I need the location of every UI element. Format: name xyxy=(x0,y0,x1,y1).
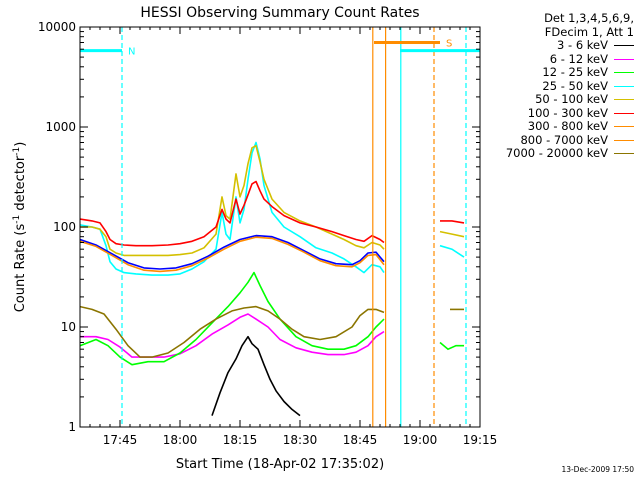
legend-entry-label: 300 - 800 keV xyxy=(527,119,608,133)
post-gap-line-50-100-kev xyxy=(439,230,465,238)
y-axis-label-sup2: -1 xyxy=(12,147,22,156)
flag-label-s: S xyxy=(446,38,452,49)
series-line-12-25-kev xyxy=(80,271,385,366)
x-tick-label-18-00: 18:00 xyxy=(163,433,198,447)
legend-entry-label: 100 - 300 keV xyxy=(527,105,608,120)
series-line-300-800-kev xyxy=(80,234,385,270)
legend-entry-12-25-kev: 12 - 25 keV xyxy=(484,65,634,80)
y-tick-label-10000: 10000 xyxy=(38,20,76,34)
legend-swatch xyxy=(614,45,634,47)
legend-entry-label: 6 - 12 keV xyxy=(549,51,608,66)
legend-entry-7000-20000-kev: 7000 - 20000 keV xyxy=(484,146,634,161)
x-tick-label-19-00: 19:00 xyxy=(403,433,438,447)
y-tick-label-1: 1 xyxy=(68,420,76,434)
y-axis-label-prefix: Count Rate (s xyxy=(13,224,28,313)
y-axis-label-mid: detector xyxy=(13,155,28,215)
y-tick-label-100: 100 xyxy=(53,220,76,234)
y-axis-label-suffix: ) xyxy=(13,142,28,147)
x-tick-label-18-30: 18:30 xyxy=(283,433,318,447)
legend-swatch xyxy=(614,85,634,87)
legend-entry-label: 25 - 50 keV xyxy=(542,78,608,93)
series-line-7000-20000-kev xyxy=(80,305,385,358)
post-gap-line-100-300-kev xyxy=(440,220,465,224)
legend-entry-300-800-kev: 300 - 800 keV xyxy=(484,119,634,134)
legend-entry-50-100-kev: 50 - 100 keV xyxy=(484,92,634,107)
flag-label-n: N xyxy=(128,47,135,58)
legend-entry-label: 800 - 7000 keV xyxy=(520,132,608,147)
x-tick-label-17-45: 17:45 xyxy=(103,433,138,447)
legend-swatch xyxy=(614,99,634,101)
y-tick-label-10: 10 xyxy=(61,320,76,334)
legend-entry-label: 12 - 25 keV xyxy=(542,65,608,79)
legend-entry-100-300-kev: 100 - 300 keV xyxy=(484,105,634,121)
x-tick-label-18-15: 18:15 xyxy=(223,433,258,447)
legend-entry-label: 50 - 100 keV xyxy=(535,92,608,106)
plot-area: NS xyxy=(80,27,480,427)
y-axis: 1 10 100 1000 10000 xyxy=(38,20,480,434)
series-line-100-300-kev xyxy=(80,180,385,247)
legend-entry-800-7000-kev: 800 - 7000 keV xyxy=(484,132,634,148)
legend-swatch xyxy=(614,153,634,155)
y-axis-label-sup1: -1 xyxy=(12,215,22,224)
series-line-6-12-kev xyxy=(80,313,385,358)
legend-swatch xyxy=(614,126,634,128)
chart-title: HESSI Observing Summary Count Rates xyxy=(140,5,419,21)
series-line-3-6-kev xyxy=(211,335,301,417)
post-gap-line-12-25-kev xyxy=(439,341,464,351)
y-tick-label-1000: 1000 xyxy=(45,120,76,134)
x-axis-label: Start Time (18-Apr-02 17:35:02) xyxy=(176,457,384,472)
x-tick-label-18-45: 18:45 xyxy=(343,433,378,447)
legend-entry-label: 7000 - 20000 keV xyxy=(505,146,608,160)
footer-date: 13-Dec-2009 17:50 xyxy=(561,465,634,474)
legend-header-line-2: FDecim 1, Att 1 xyxy=(544,24,634,39)
legend-entry-label: 3 - 6 keV xyxy=(557,38,608,52)
legend-entries: 3 - 6 keV 6 - 12 keV 12 - 25 keV 25 - 50 ke… xyxy=(484,38,634,161)
plot-frame xyxy=(79,26,481,428)
legend-entry-25-50-kev: 25 - 50 keV xyxy=(484,78,634,94)
legend-swatch xyxy=(614,112,634,114)
series-line-800-7000-kev xyxy=(80,236,385,273)
legend: Det 1,3,4,5,6,9, FDecim 1, Att 1 3 - 6 k… xyxy=(484,11,634,161)
post-gap-line-25-50-kev xyxy=(439,244,465,258)
x-tick-label-19-15: 19:15 xyxy=(463,433,498,447)
legend-entry-6-12-kev: 6 - 12 keV xyxy=(484,51,634,67)
legend-swatch xyxy=(614,72,634,74)
legend-entry-3-6-kev: 3 - 6 keV xyxy=(484,38,634,53)
legend-swatch xyxy=(614,58,634,60)
legend-swatch xyxy=(614,139,634,141)
legend-header-line-1: Det 1,3,4,5,6,9, xyxy=(544,11,634,25)
plot-inner xyxy=(80,27,480,427)
y-axis-label: Count Rate (s-1 detector-1) xyxy=(12,142,28,313)
series-line-50-100-kev xyxy=(80,144,385,257)
series-line-25-50-kev xyxy=(80,141,385,276)
x-axis: 17:45 18:00 18:15 18:30 18:45 19:00 19:15 xyxy=(79,27,498,447)
